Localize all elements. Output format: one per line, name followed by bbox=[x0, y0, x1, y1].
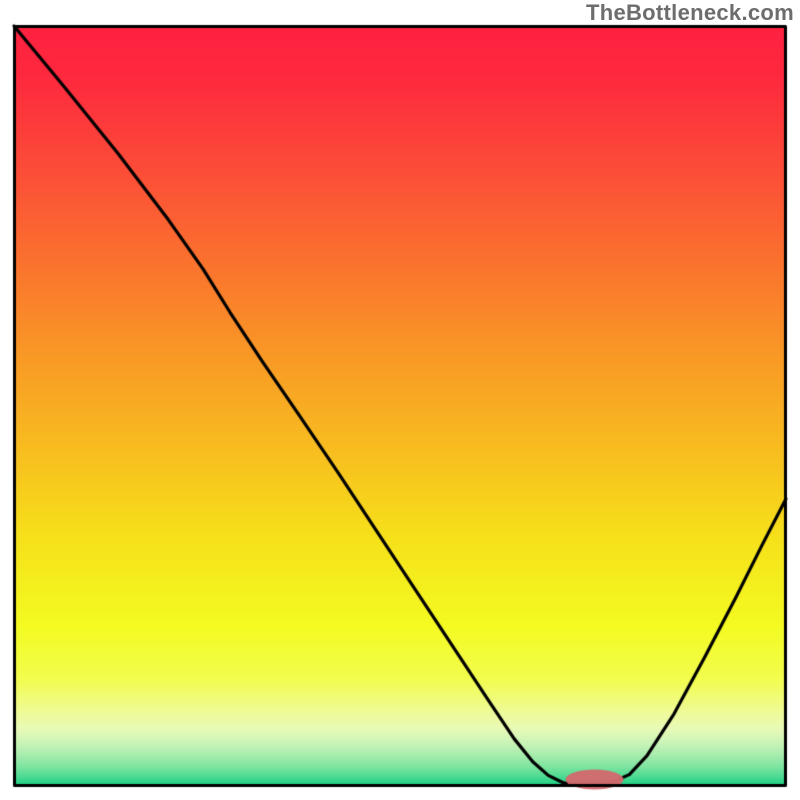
watermark-text: TheBottleneck.com bbox=[586, 0, 794, 26]
bottleneck-curve-chart bbox=[0, 0, 800, 800]
chart-container: TheBottleneck.com bbox=[0, 0, 800, 800]
